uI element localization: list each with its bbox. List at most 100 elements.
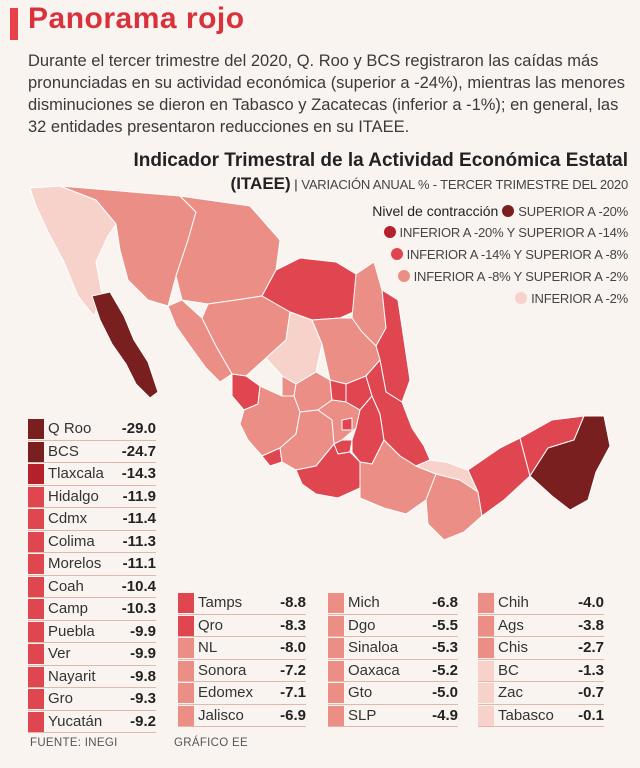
state-name: Chis xyxy=(498,639,529,656)
state-value: -7.2 xyxy=(280,661,306,679)
state-value: -4.9 xyxy=(432,706,458,724)
state-name: Qro xyxy=(198,616,224,634)
state-value: -1.3 xyxy=(578,661,604,679)
mexico-map xyxy=(29,185,611,541)
map-state xyxy=(329,379,347,403)
state-color-swatch xyxy=(328,593,344,613)
map-state xyxy=(529,415,611,511)
map-state xyxy=(167,299,233,383)
state-name: Dgo xyxy=(348,616,376,634)
map-state xyxy=(341,417,353,431)
state-row: Tlaxcala -14.3 xyxy=(28,463,156,486)
state-row: SLP -4.9 xyxy=(328,705,458,727)
chart-subtitle: (ITAEE) | VARIACIÓN ANUAL % - TERCER TRI… xyxy=(231,174,629,194)
state-row: BC -1.3 xyxy=(478,660,604,682)
state-value: -0.1 xyxy=(578,706,604,724)
state-name: Ags xyxy=(498,616,524,634)
state-value: -9.3 xyxy=(130,690,156,707)
state-color-swatch xyxy=(28,621,44,642)
state-color-swatch xyxy=(28,689,44,709)
state-value: -5.2 xyxy=(432,661,458,679)
state-row: NL -8.0 xyxy=(178,637,306,660)
legend-item: Nivel de contracción SUPERIOR A -20% xyxy=(372,200,628,222)
state-row: Colima -11.3 xyxy=(28,531,156,553)
legend-item: INFERIOR A -20% Y SUPERIOR A -14% xyxy=(372,222,628,244)
state-value: -29.0 xyxy=(121,420,156,437)
map-state xyxy=(467,437,531,517)
state-color-swatch xyxy=(478,593,494,613)
state-value: -4.0 xyxy=(578,594,604,611)
state-color-swatch xyxy=(178,683,194,703)
state-value: -0.7 xyxy=(578,684,604,701)
state-row: Nayarit -9.8 xyxy=(28,666,156,688)
map-state xyxy=(91,291,159,399)
state-color-swatch xyxy=(28,599,44,619)
state-name: Gro xyxy=(48,690,74,707)
state-name: Sinaloa xyxy=(348,639,399,656)
legend-label: INFERIOR A -2% xyxy=(531,291,628,306)
state-color-swatch xyxy=(478,683,494,703)
state-name: Gto xyxy=(348,684,373,701)
title-accent-bar xyxy=(10,8,18,40)
state-color-swatch xyxy=(328,615,344,636)
legend-swatch xyxy=(383,226,396,238)
legend-item: INFERIOR A -8% Y SUPERIOR A -2% xyxy=(372,266,628,288)
state-name: Coah xyxy=(48,577,84,595)
state-value: -11.9 xyxy=(122,487,156,505)
state-value: -10.4 xyxy=(121,577,156,595)
legend-swatch xyxy=(390,248,403,260)
state-row: Zac -0.7 xyxy=(478,682,604,705)
state-value: -5.3 xyxy=(432,639,458,656)
state-row: Ver -9.9 xyxy=(28,643,156,666)
state-name: Tamps xyxy=(198,594,243,611)
state-row: Cdmx -11.4 xyxy=(28,508,156,531)
state-name: Edomex xyxy=(198,684,254,701)
state-value: -11.4 xyxy=(122,510,156,527)
state-row: Dgo -5.5 xyxy=(328,615,458,637)
state-color-swatch xyxy=(28,486,44,507)
state-color-swatch xyxy=(28,644,44,664)
graphic-credit: GRÁFICO EE xyxy=(174,737,248,749)
state-color-swatch xyxy=(28,576,44,597)
chart-subtitle-separator: | xyxy=(294,177,298,192)
state-value: -8.8 xyxy=(280,594,306,611)
state-row: Gto -5.0 xyxy=(328,682,458,705)
legend-label: INFERIOR A -14% Y SUPERIOR A -8% xyxy=(406,247,629,262)
state-name: Nayarit xyxy=(48,667,96,685)
headline: Panorama rojo xyxy=(28,2,245,35)
state-name: Yucatán xyxy=(48,712,103,730)
state-name: Ver xyxy=(48,645,71,662)
state-name: Tabasco xyxy=(498,706,554,724)
ranking-column-2: Tamps -8.8 Qro -8.3 NL -8.0 Sonora -7.2 Edomex -7… xyxy=(178,592,306,727)
state-color-swatch xyxy=(178,638,194,658)
state-name: Jalisco xyxy=(198,706,244,724)
state-value: -5.5 xyxy=(432,616,458,634)
state-value: -9.2 xyxy=(130,712,156,730)
legend-item: INFERIOR A -2% xyxy=(372,288,628,310)
state-name: BCS xyxy=(48,442,79,460)
state-color-swatch xyxy=(28,554,44,574)
state-row: Jalisco -6.9 xyxy=(178,705,306,727)
state-name: Chih xyxy=(498,594,529,611)
state-row: BCS -24.7 xyxy=(28,441,156,463)
state-color-swatch xyxy=(178,660,194,681)
state-name: SLP xyxy=(348,706,377,724)
state-value: -8.0 xyxy=(280,639,306,656)
state-row: Yucatán -9.2 xyxy=(28,711,156,733)
state-color-swatch xyxy=(478,705,494,726)
state-color-swatch xyxy=(28,711,44,732)
state-name: Tlaxcala xyxy=(48,465,104,482)
state-color-swatch xyxy=(28,531,44,552)
state-name: Mich xyxy=(348,594,380,611)
state-value: -11.3 xyxy=(122,532,156,550)
state-row: Qro -8.3 xyxy=(178,615,306,637)
state-name: Q Roo xyxy=(48,420,92,437)
ranking-column-3: Mich -6.8 Dgo -5.5 Sinaloa -5.3 Oaxaca -5.2 Gto -… xyxy=(328,592,458,727)
state-value: -3.8 xyxy=(578,616,604,634)
state-row: Chih -4.0 xyxy=(478,592,604,615)
state-value: -10.3 xyxy=(121,600,156,617)
state-row: Edomex -7.1 xyxy=(178,682,306,705)
state-name: Camp xyxy=(48,600,89,617)
state-value: -14.3 xyxy=(121,465,156,482)
